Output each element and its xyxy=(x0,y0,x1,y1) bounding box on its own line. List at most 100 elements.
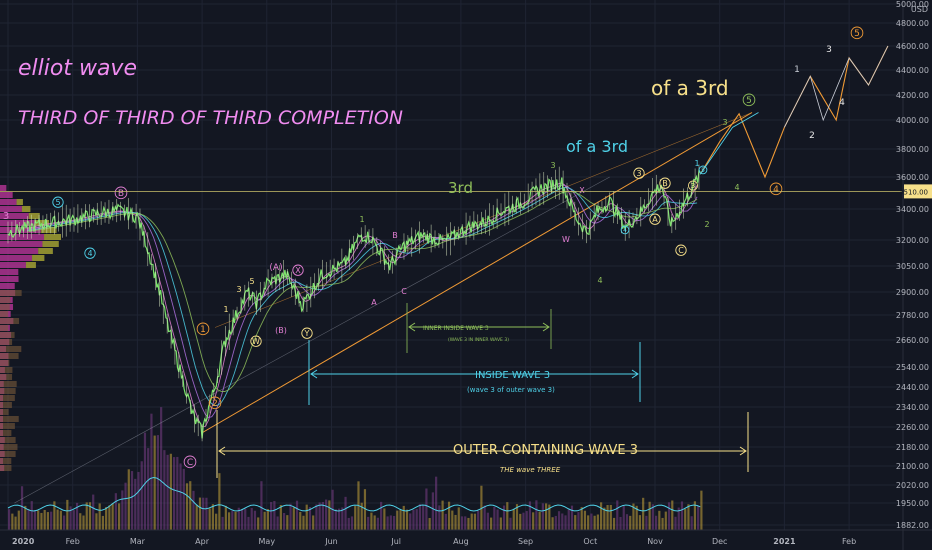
volume-bar xyxy=(496,509,499,530)
volume-bar xyxy=(373,515,376,530)
volume-bar xyxy=(140,461,143,530)
volume-bar xyxy=(360,502,363,530)
wave-label-w3_nov: 3 xyxy=(691,182,695,190)
x-tick-label: Jul xyxy=(390,537,401,546)
profile-bar-lower xyxy=(0,395,15,401)
volume-bar xyxy=(422,504,425,530)
x-tick-label: 2020 xyxy=(12,537,35,546)
volume-bar xyxy=(185,483,189,530)
profile-bar-lower xyxy=(0,353,19,359)
wave-label-w4_circle_proj: 4 xyxy=(773,185,779,195)
label-inner-inside-sub: (WAVE 3 IN INNER WAVE 3) xyxy=(448,337,509,343)
profile-bar-value xyxy=(32,255,45,261)
projection-grey xyxy=(784,45,889,128)
inner-bracket-arrow-right xyxy=(542,322,550,332)
volume-bar xyxy=(318,502,321,530)
grid-lines xyxy=(0,0,902,530)
chart-subtitle: THIRD OF THIRD OF THIRD COMPLETION xyxy=(18,107,403,129)
y-tick-label: 4000.00 xyxy=(896,116,929,125)
profile-bar xyxy=(0,255,33,261)
volume-bar xyxy=(561,513,564,530)
volume-bar xyxy=(671,500,674,530)
volume-bar xyxy=(509,517,512,530)
profile-bar xyxy=(0,269,19,275)
volume-bar xyxy=(519,513,522,530)
profile-bar-value xyxy=(38,248,53,254)
volume-bar xyxy=(638,515,642,530)
x-tick-label: Feb xyxy=(842,537,856,546)
volume-bar xyxy=(328,500,331,530)
last-price-label: 3510.00 xyxy=(899,188,928,196)
x-tick-label: Mar xyxy=(130,537,146,546)
profile-bar xyxy=(0,276,19,282)
volume-bar xyxy=(114,493,117,530)
label-inside-sub: (wave 3 of outer wave 3) xyxy=(467,386,555,394)
y-tick-label: 4800.00 xyxy=(896,19,929,28)
wave-label-wX_circle: X xyxy=(295,266,301,275)
volume-bar xyxy=(347,517,350,530)
volume-bar xyxy=(72,510,75,530)
volume-bar xyxy=(593,515,596,530)
volume-bar xyxy=(664,511,667,530)
volume-bar xyxy=(535,500,538,530)
profile-bar-value xyxy=(25,262,36,268)
volume-bar xyxy=(545,503,548,530)
profile-bar-lower xyxy=(0,367,13,373)
wave-circle-wC_circle xyxy=(183,455,197,469)
volume-bar xyxy=(153,435,156,530)
profile-bar-lower xyxy=(0,311,9,317)
wave-label-wB_jun: B xyxy=(392,231,398,240)
volume-bar xyxy=(172,457,176,530)
label-of-a-3rd-cyan: of a 3rd xyxy=(566,137,628,156)
label-outer-sub: THE wave THREE xyxy=(500,466,561,474)
volume-bar xyxy=(399,509,402,530)
profile-bar-lower xyxy=(0,381,17,387)
wave-circle-w1_circle xyxy=(196,322,210,336)
volume-bar xyxy=(600,502,603,530)
volume-bar xyxy=(525,511,528,530)
volume-bar xyxy=(85,502,88,530)
volume-bar xyxy=(147,448,150,530)
y-tick-label: 4400.00 xyxy=(896,66,929,75)
volume-bar xyxy=(8,509,11,530)
volume-profile xyxy=(0,185,61,471)
volume-bar xyxy=(687,504,690,530)
profile-bar xyxy=(0,199,17,205)
volume-bar xyxy=(431,492,434,530)
volume-bar xyxy=(684,508,687,530)
wave-label-w2_circle: 2 xyxy=(212,399,218,409)
wave-circle-wW_circle xyxy=(250,335,262,347)
wave-label-wB_circle: B xyxy=(118,189,124,199)
volume-bar xyxy=(522,512,525,530)
volume-bar xyxy=(363,489,367,530)
wave-label-wW_circle: W xyxy=(252,337,260,346)
volume-bar xyxy=(515,504,519,530)
x-tick-label: Jun xyxy=(324,537,338,546)
volume-bar xyxy=(538,511,541,530)
volume-bar xyxy=(405,509,409,530)
volume-bar xyxy=(632,503,635,530)
profile-bar-lower xyxy=(0,374,13,380)
volume-bar xyxy=(215,513,218,530)
wave-label-wA_jun: A xyxy=(371,298,377,307)
volume-bar xyxy=(257,517,260,530)
wave-circle-w5_nov xyxy=(698,165,708,175)
volume-bar xyxy=(43,509,46,530)
volume-bar xyxy=(127,469,130,530)
volume-bar xyxy=(635,505,638,530)
volume-bar xyxy=(227,512,231,530)
wave-label-w3_plain: 3 xyxy=(236,285,241,294)
profile-bar-value xyxy=(16,199,23,205)
volume-bar xyxy=(98,503,101,530)
wave-label-w5_circle_top: 5 xyxy=(854,29,860,39)
volume-bar xyxy=(79,513,82,530)
inner-bracket-arrow-left xyxy=(408,322,416,332)
volume-bar xyxy=(75,502,79,530)
volume-bar xyxy=(250,508,253,530)
volume-bar xyxy=(532,512,535,530)
volume-bar xyxy=(483,505,486,530)
wave-label-w3_circle_oct: 3 xyxy=(636,169,641,178)
label-outer-wave: OUTER CONTAINING WAVE 3 xyxy=(453,443,638,458)
volume-bar xyxy=(273,500,276,530)
wave-label-wX_sep: X xyxy=(579,186,585,195)
